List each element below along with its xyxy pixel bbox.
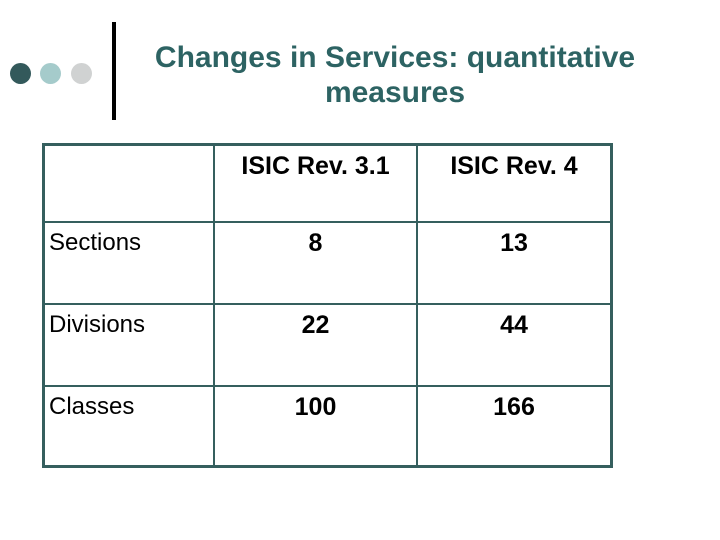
isic-comparison-table: ISIC Rev. 3.1 ISIC Rev. 4 Sections 8 13 … [42,143,613,468]
classes-rev31-value: 100 [213,384,418,468]
table-row-classes: Classes 100 166 [42,384,613,468]
classes-rev4-value: 166 [416,384,613,468]
bullet-dot-gray-icon [71,63,92,84]
bullet-dot-teal-icon [40,63,61,84]
table-header-row: ISIC Rev. 3.1 ISIC Rev. 4 [42,143,613,223]
row-label-divisions: Divisions [42,302,215,387]
sections-rev31-value: 8 [213,220,418,305]
slide-title-line-1: Changes in Services: quantitative [154,41,636,74]
divisions-rev4-value: 44 [416,302,613,387]
vertical-divider-line [112,22,116,120]
bullet-dot-dark-icon [10,63,31,84]
sections-rev4-value: 13 [416,220,613,305]
header-cell-empty [42,143,215,223]
row-label-classes: Classes [42,384,215,468]
row-label-sections: Sections [42,220,215,305]
table-row-sections: Sections 8 13 [42,220,613,305]
header-cell-isic-rev-4: ISIC Rev. 4 [416,143,613,223]
table-row-divisions: Divisions 22 44 [42,302,613,387]
divisions-rev31-value: 22 [213,302,418,387]
slide-title: Changes in Services: quantitative measur… [120,40,670,110]
slide-title-line-2: measures [324,76,466,109]
header-cell-isic-rev-3-1: ISIC Rev. 3.1 [213,143,418,223]
